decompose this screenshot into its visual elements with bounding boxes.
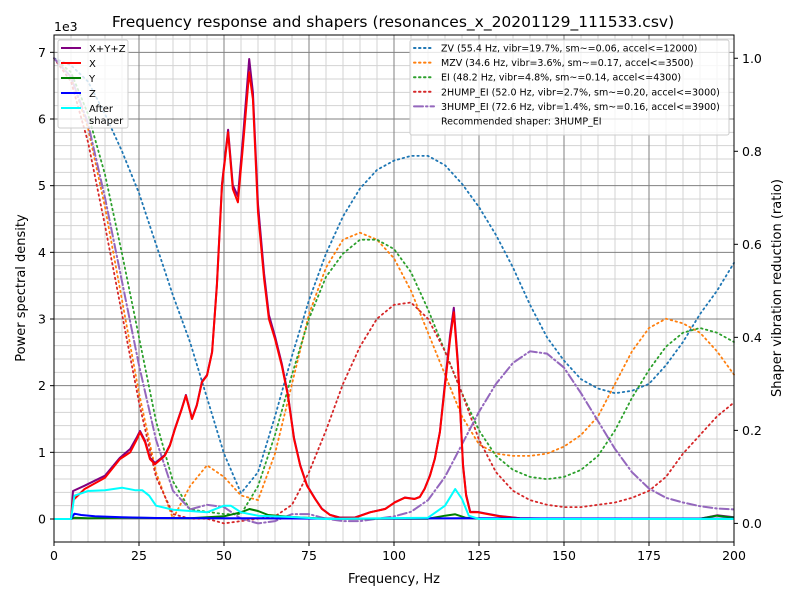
y-tick-label: 2 <box>38 378 46 393</box>
shaper-legend-label: EI (48.2 Hz, vibr=4.8%, sm~=0.14, accel<… <box>441 73 681 84</box>
legend-label-line: Y <box>88 74 96 85</box>
y-right-tick-label: 0.8 <box>742 144 762 159</box>
x-tick-label: 200 <box>722 548 746 563</box>
psd-legend-label: X+Y+Z <box>89 44 126 55</box>
y-tick-label: 4 <box>38 245 46 260</box>
x-tick-label: 50 <box>216 548 232 563</box>
psd-legend-label: Y <box>88 74 96 85</box>
shaper-legend-label: ZV (55.4 Hz, vibr=19.7%, sm~=0.06, accel… <box>441 44 697 55</box>
x-tick-label: 75 <box>301 548 317 563</box>
x-tick-label: 25 <box>131 548 147 563</box>
y-right-tick-label: 0.4 <box>742 330 762 345</box>
psd-line-4 <box>54 486 734 520</box>
y-tick-label: 5 <box>38 178 46 193</box>
y-axis-right-label: Shaper vibration reduction (ratio) <box>770 179 785 397</box>
psd-legend-label: X <box>89 59 96 70</box>
legend-label-line: After <box>89 104 114 115</box>
shaper-curves <box>53 57 735 525</box>
psd-legend: X+Y+Z XYZ After shaper <box>57 39 129 129</box>
x-tick-label: 125 <box>467 548 491 563</box>
y-axis-label: Power spectral density <box>14 214 29 362</box>
shaper-legend-label: 3HUMP_EI (72.6 Hz, vibr=1.4%, sm~=0.16, … <box>441 102 720 113</box>
y-tick-label: 0 <box>38 512 46 527</box>
grid <box>53 35 735 542</box>
legend-label-line: shaper <box>89 116 124 127</box>
chart-title: Frequency response and shapers (resonanc… <box>112 13 674 32</box>
y-tick-label: 3 <box>38 312 46 327</box>
legend-label-line: X <box>89 59 96 70</box>
x-tick-label: 175 <box>637 548 661 563</box>
recommended-shaper-label: Recommended shaper: 3HUMP_EI <box>441 117 602 128</box>
shaper-legend-label: MZV (34.6 Hz, vibr=3.6%, sm~=0.17, accel… <box>441 58 693 69</box>
x-tick-label: 150 <box>552 548 576 563</box>
y-tick-label: 7 <box>38 45 46 60</box>
shaper-line-3hump-ei <box>53 57 735 525</box>
y-tick-label: 6 <box>38 112 46 127</box>
psd-legend-label: After shaper <box>89 104 124 127</box>
y-right-tick-label: 0.6 <box>742 237 762 252</box>
shaper-legend-box <box>409 39 730 136</box>
psd-line-1 <box>54 71 734 520</box>
y-right-tick-label: 1.0 <box>742 51 762 66</box>
shaper-legend-label: 2HUMP_EI (52.0 Hz, vibr=2.7%, sm~=0.20, … <box>441 87 720 98</box>
x-tick-label: 100 <box>382 548 406 563</box>
y-offset-label: 1e3 <box>54 19 78 34</box>
y-right-tick-label: 0.2 <box>742 423 762 438</box>
x-tick-label: 0 <box>50 548 58 563</box>
psd-curves <box>54 58 735 520</box>
psd-legend-label: Z <box>89 89 96 100</box>
legend-label-line: X+Y+Z <box>89 44 126 55</box>
y-tick-label: 1 <box>38 445 46 460</box>
y-right-tick-label: 0.0 <box>742 516 762 531</box>
legend-label-line: Z <box>89 89 96 100</box>
x-axis-label: Frequency, Hz <box>348 572 440 587</box>
shaper-line-2hump-ei <box>53 57 735 525</box>
shaper-legend: ZV (55.4 Hz, vibr=19.7%, sm~=0.06, accel… <box>409 39 730 136</box>
axes: 0 25 50 75 100 125 150 175 200 0 1 2 3 4 5 6 7 0.0 0.2 0.4 0… <box>38 45 762 563</box>
shaper-line-zv <box>53 57 735 495</box>
